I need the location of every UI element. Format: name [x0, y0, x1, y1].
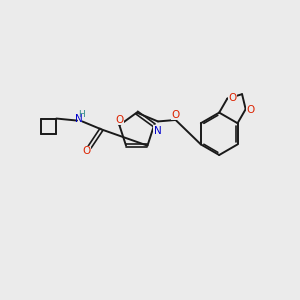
Text: O: O — [247, 105, 255, 115]
Text: O: O — [172, 110, 180, 120]
Text: O: O — [115, 115, 124, 125]
Text: O: O — [82, 146, 90, 157]
Text: O: O — [229, 93, 237, 103]
Text: N: N — [76, 114, 83, 124]
Text: N: N — [154, 125, 161, 136]
Text: H: H — [78, 110, 85, 119]
